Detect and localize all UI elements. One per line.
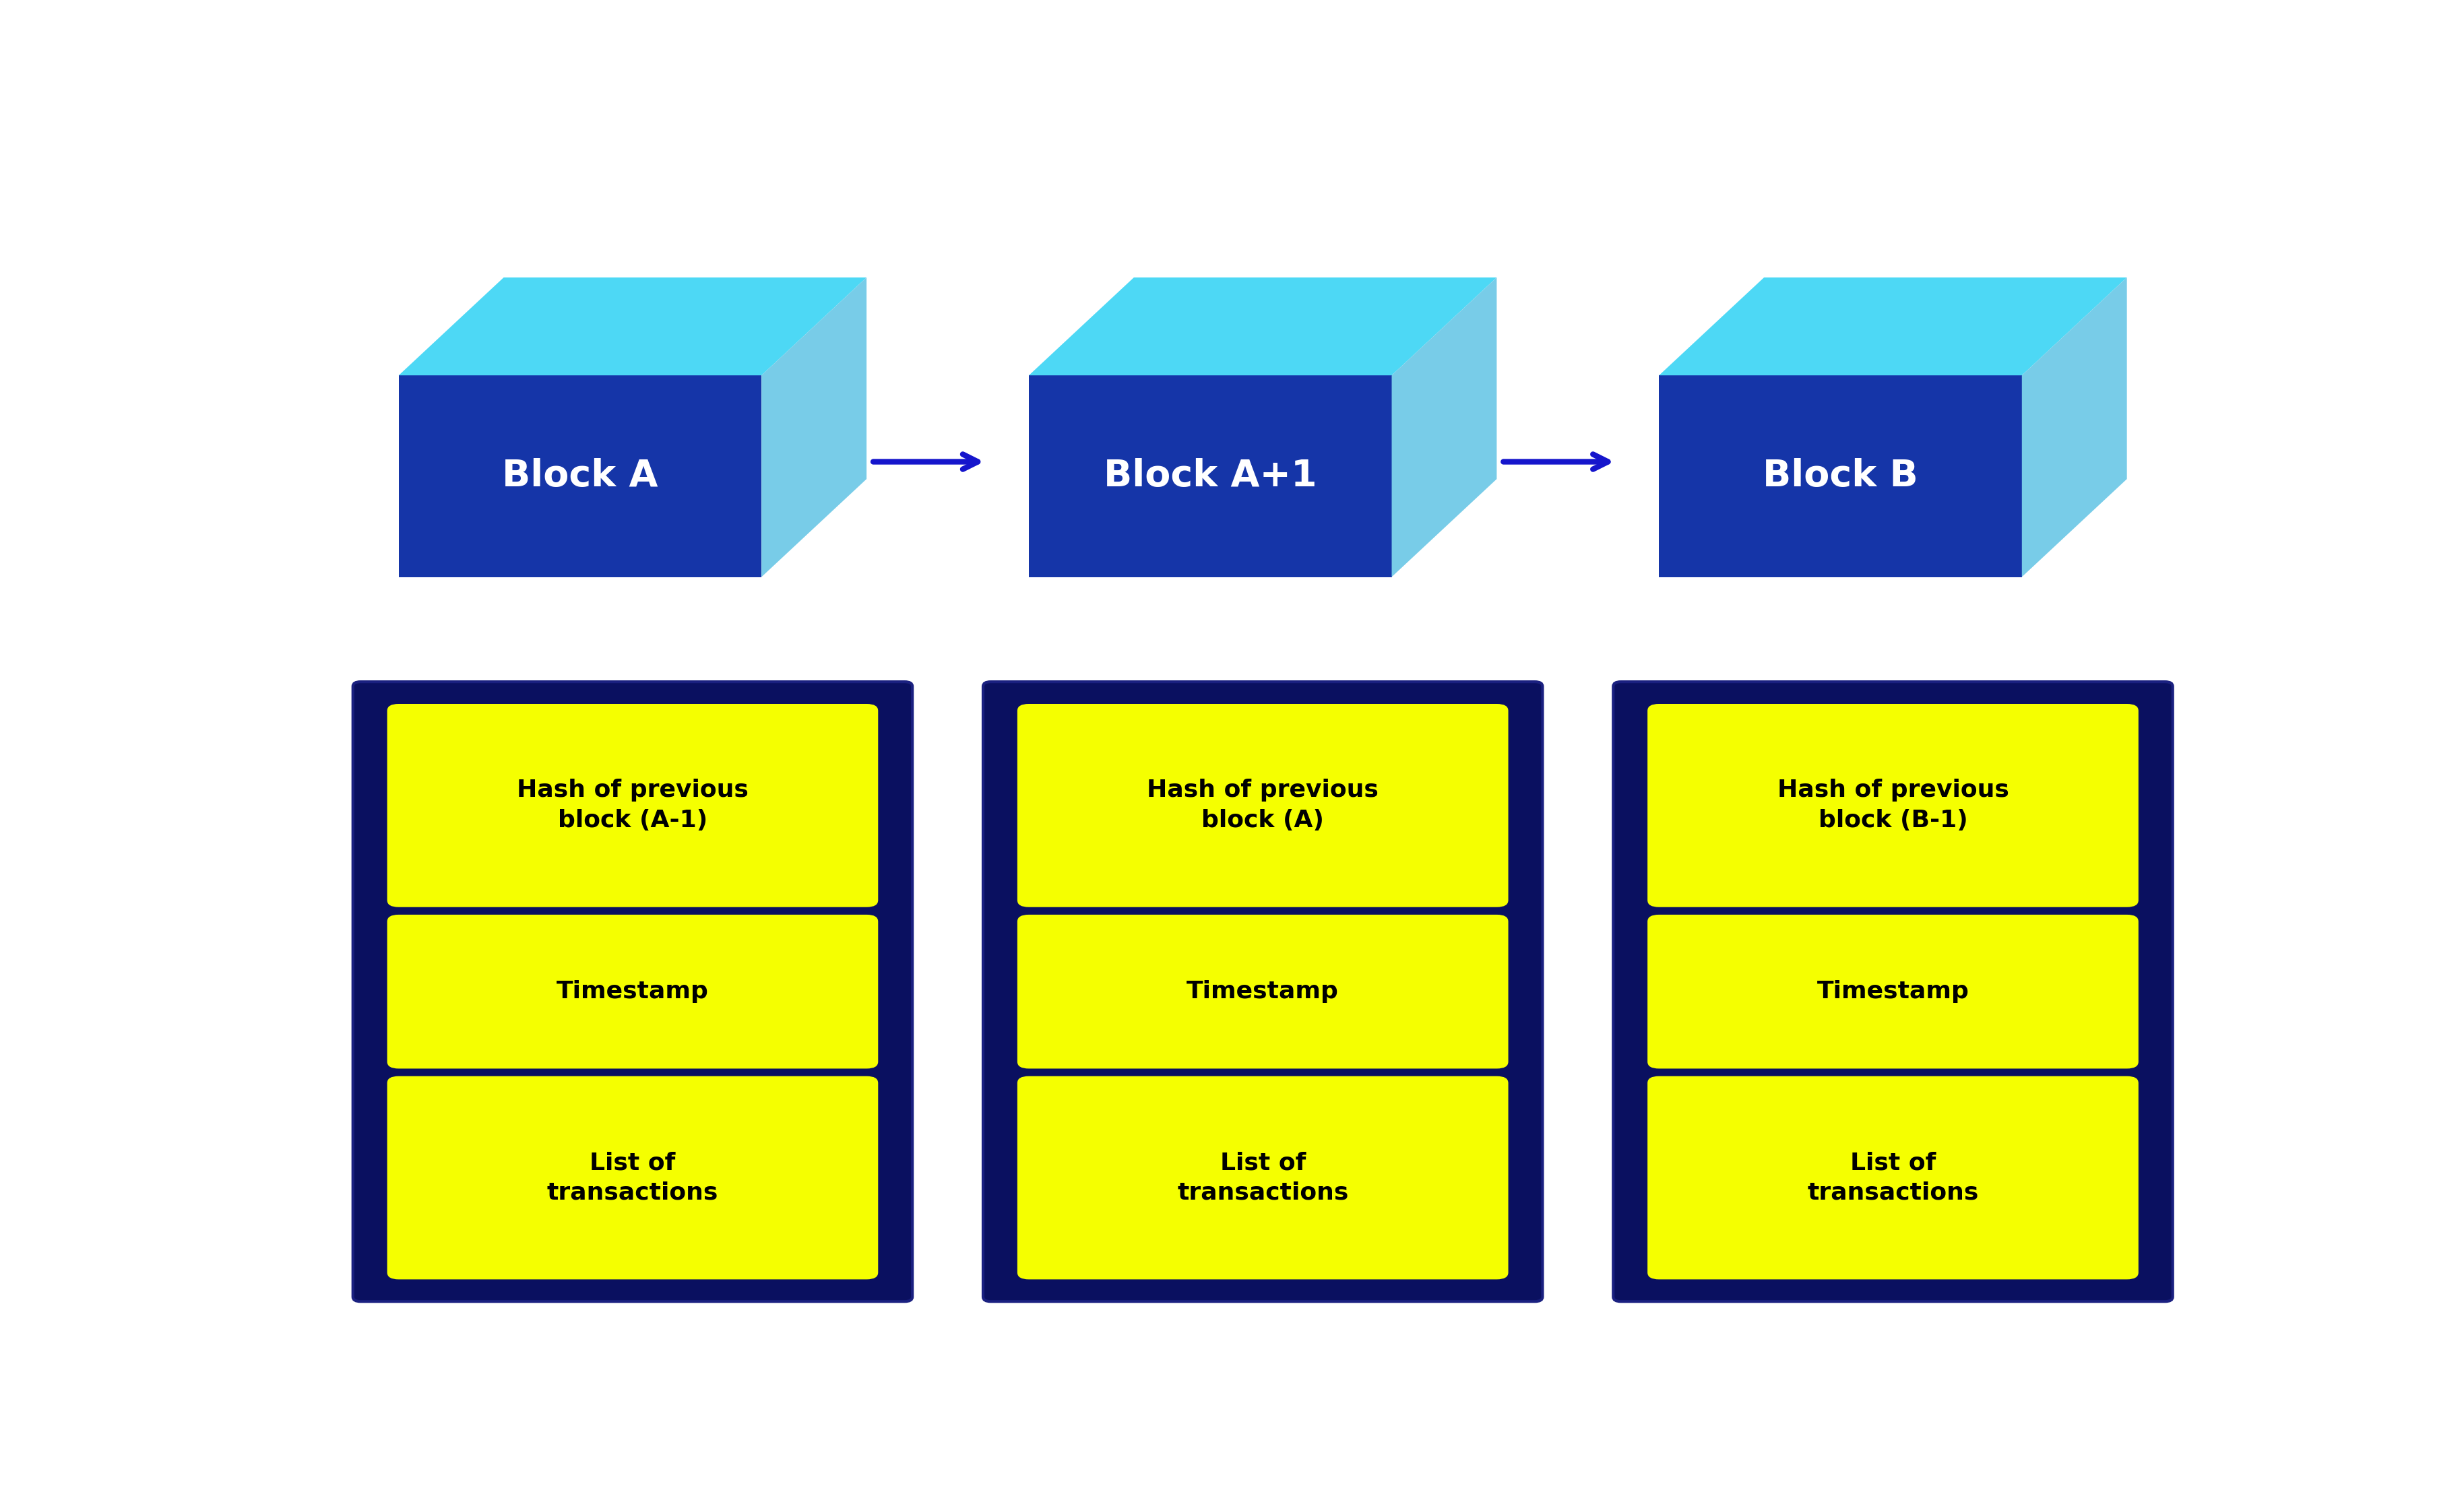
Text: Timestamp: Timestamp bbox=[1816, 980, 1969, 1004]
FancyBboxPatch shape bbox=[387, 1076, 877, 1279]
Polygon shape bbox=[1658, 375, 2023, 577]
Text: Hash of previous
block (B-1): Hash of previous block (B-1) bbox=[1777, 779, 2008, 832]
FancyBboxPatch shape bbox=[983, 682, 1542, 1302]
Polygon shape bbox=[399, 375, 761, 577]
FancyBboxPatch shape bbox=[1648, 705, 2139, 907]
FancyBboxPatch shape bbox=[352, 682, 912, 1302]
FancyBboxPatch shape bbox=[1018, 914, 1508, 1068]
Polygon shape bbox=[1392, 277, 1496, 577]
Text: Block A+1: Block A+1 bbox=[1104, 458, 1316, 494]
Text: Hash of previous
block (A): Hash of previous block (A) bbox=[1146, 779, 1380, 832]
FancyBboxPatch shape bbox=[1648, 1076, 2139, 1279]
Polygon shape bbox=[399, 277, 867, 375]
FancyBboxPatch shape bbox=[387, 914, 877, 1068]
Polygon shape bbox=[1030, 277, 1496, 375]
Polygon shape bbox=[761, 277, 867, 577]
FancyBboxPatch shape bbox=[1018, 1076, 1508, 1279]
Text: List of
transactions: List of transactions bbox=[547, 1152, 719, 1204]
Text: List of
transactions: List of transactions bbox=[1806, 1152, 1979, 1204]
Text: Timestamp: Timestamp bbox=[557, 980, 710, 1004]
Polygon shape bbox=[1030, 375, 1392, 577]
Text: Timestamp: Timestamp bbox=[1188, 980, 1338, 1004]
FancyBboxPatch shape bbox=[1648, 914, 2139, 1068]
Text: Hash of previous
block (A-1): Hash of previous block (A-1) bbox=[517, 779, 749, 832]
FancyBboxPatch shape bbox=[387, 705, 877, 907]
Polygon shape bbox=[2023, 277, 2126, 577]
Text: Block A: Block A bbox=[503, 458, 658, 494]
Text: Block B: Block B bbox=[1762, 458, 1917, 494]
Polygon shape bbox=[1658, 277, 2126, 375]
FancyBboxPatch shape bbox=[1018, 705, 1508, 907]
Text: List of
transactions: List of transactions bbox=[1178, 1152, 1348, 1204]
FancyBboxPatch shape bbox=[1614, 682, 2173, 1302]
